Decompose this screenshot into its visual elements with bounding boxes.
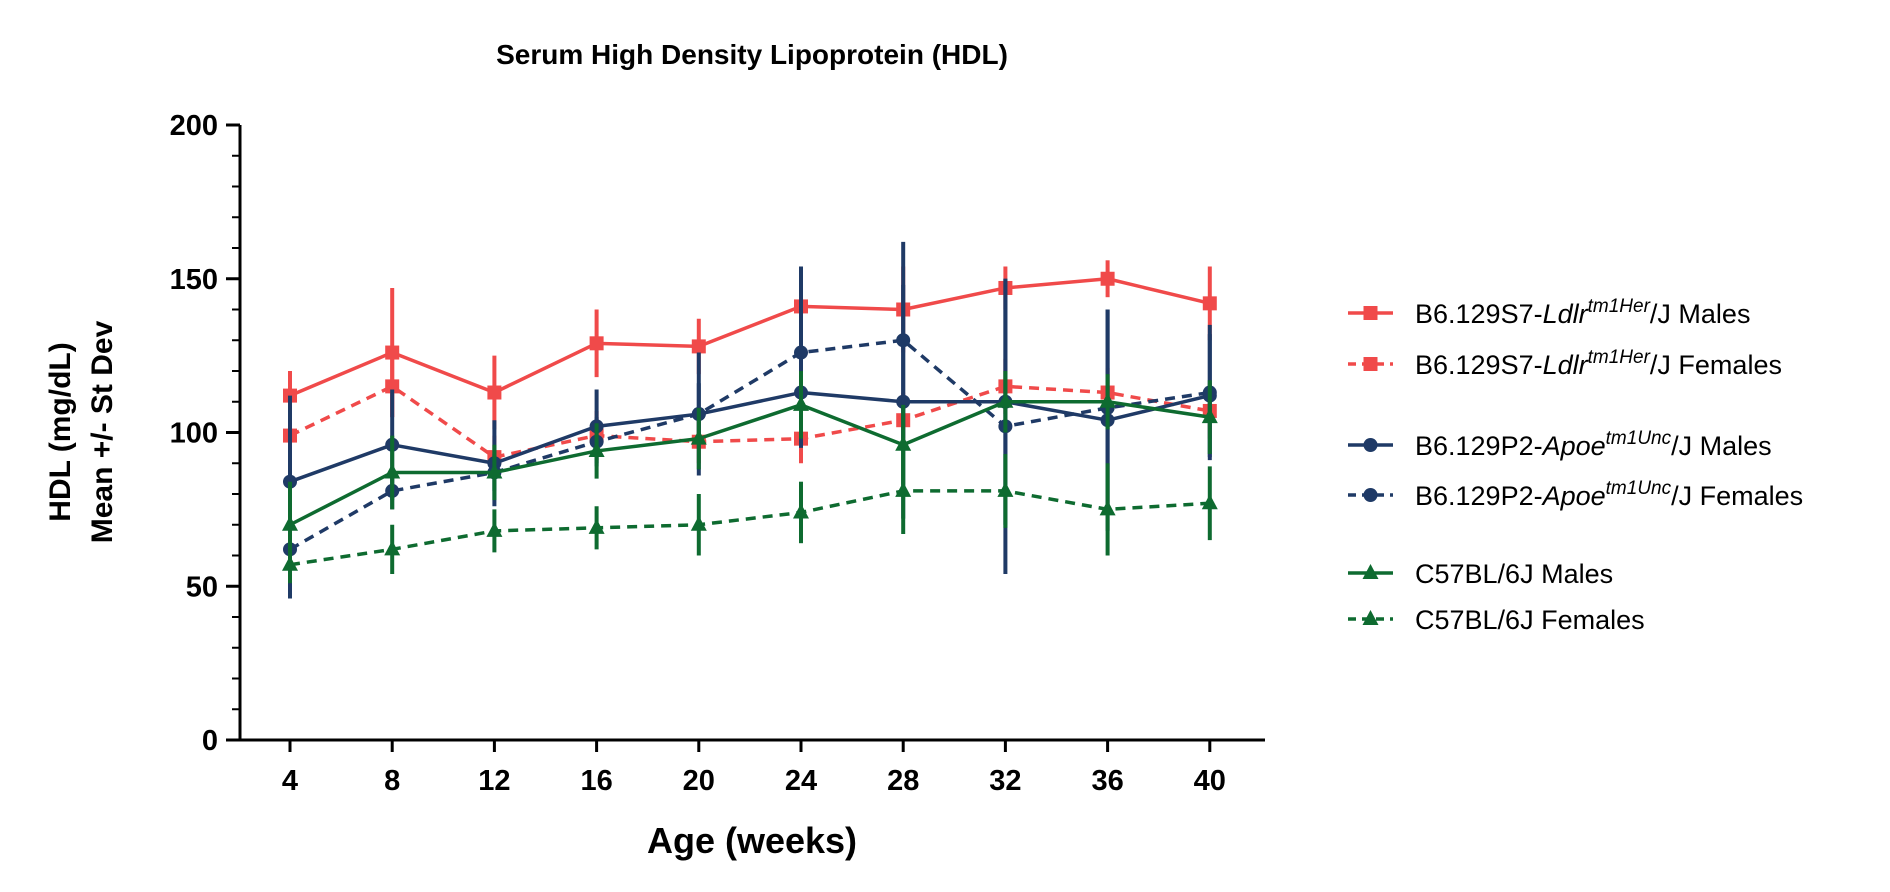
data-point	[793, 395, 809, 411]
data-point	[487, 385, 502, 400]
legend-marker	[1363, 306, 1378, 320]
legend-item-0: B6.129S7-Ldlrtm1Her/J Males	[1348, 296, 1750, 329]
data-point	[486, 521, 503, 537]
data-point	[1099, 500, 1116, 516]
data-point	[589, 336, 604, 351]
legend-sup: tm1Unc	[1606, 478, 1672, 499]
legend-suffix: /J Males	[1650, 299, 1751, 329]
axes: 0 50 100 150 200 4 8 12 16 20 24 28 32 36 40	[170, 110, 1265, 797]
x-tick-label: 12	[478, 765, 510, 797]
data-point	[794, 345, 808, 360]
x-tick-label: 36	[1091, 765, 1123, 797]
x-tick-label: 20	[683, 765, 715, 797]
legend-marker	[1363, 488, 1378, 502]
legend-item-5: C57BL/6J Females	[1348, 605, 1645, 635]
legend-italic: Apoe	[1541, 481, 1606, 511]
series-5	[282, 447, 1218, 584]
x-tick-label: 32	[989, 765, 1021, 797]
legend-suffix: /J Males	[1671, 431, 1772, 461]
series-1	[283, 355, 1217, 479]
data-point	[588, 441, 605, 457]
data-point	[384, 540, 401, 556]
data-point	[1201, 408, 1218, 424]
data-point	[793, 503, 809, 519]
data-point	[895, 435, 912, 451]
legend-marker	[1363, 357, 1378, 371]
data-point	[691, 339, 706, 354]
data-point	[588, 518, 605, 534]
legend-suffix: /J Females	[1650, 350, 1782, 380]
y-tick-label: 100	[170, 418, 218, 450]
y-tick-label: 50	[186, 571, 218, 603]
legend-sup: tm1Her	[1588, 296, 1651, 317]
series-line	[289, 489, 1210, 567]
legend-prefix: B6.129S7-	[1415, 299, 1543, 329]
data-point	[1201, 494, 1218, 510]
legend-prefix: B6.129S7-	[1415, 350, 1543, 380]
data-point	[1100, 271, 1115, 286]
legend-item-4: C57BL/6J Males	[1348, 559, 1613, 589]
legend-label: B6.129P2-Apoetm1Unc/J Males	[1415, 428, 1772, 461]
y-axis-label-line2: Mean +/- St Dev	[86, 320, 119, 543]
data-point	[997, 392, 1014, 408]
y-tick-label: 150	[170, 264, 218, 296]
series-layer	[282, 241, 1218, 599]
legend-prefix: C57BL/6J Females	[1415, 605, 1645, 635]
data-point	[1099, 392, 1116, 408]
legend-italic: Ldlr	[1543, 299, 1589, 329]
data-point	[486, 463, 503, 479]
legend-label: B6.129P2-Apoetm1Unc/J Females	[1415, 478, 1803, 511]
y-tick-label: 200	[170, 110, 218, 142]
legend-item-1: B6.129S7-Ldlrtm1Her/J Females	[1348, 347, 1782, 380]
legend-prefix: B6.129P2-	[1415, 481, 1543, 511]
x-tick-label: 24	[785, 765, 817, 797]
y-axis-label-line1: HDL (mg/dL)	[44, 342, 77, 521]
legend-italic: Ldlr	[1543, 350, 1589, 380]
data-point	[385, 345, 400, 360]
legend-label: C57BL/6J Males	[1415, 559, 1613, 589]
legend-sup: tm1Her	[1588, 347, 1651, 368]
legend-label: B6.129S7-Ldlrtm1Her/J Males	[1415, 296, 1750, 329]
data-point	[895, 481, 912, 497]
data-point	[1202, 296, 1217, 311]
legend-prefix: C57BL/6J Males	[1415, 559, 1613, 589]
legend-marker	[1362, 564, 1379, 579]
legend-label: C57BL/6J Females	[1415, 605, 1645, 635]
legend-item-3: B6.129P2-Apoetm1Unc/J Females	[1348, 478, 1803, 511]
legend-label: B6.129S7-Ldlrtm1Her/J Females	[1415, 347, 1782, 380]
series-line	[289, 277, 1211, 398]
legend-marker	[1363, 438, 1378, 452]
x-tick-label: 28	[887, 765, 919, 797]
y-tick-label: 0	[202, 725, 218, 757]
x-tick-label: 8	[384, 765, 400, 797]
legend-italic: Apoe	[1541, 431, 1606, 461]
data-point	[690, 429, 707, 445]
series-line	[289, 400, 1211, 527]
series-line	[289, 384, 1211, 459]
x-tick-label: 16	[580, 765, 612, 797]
legend-prefix: B6.129P2-	[1415, 431, 1543, 461]
x-axis-label: Age (weeks)	[647, 820, 857, 861]
data-point	[282, 555, 298, 571]
data-point	[384, 463, 401, 479]
legend-sup: tm1Unc	[1606, 428, 1672, 449]
series-4	[282, 371, 1218, 568]
chart-title: Serum High Density Lipoprotein (HDL)	[496, 39, 1008, 70]
data-point	[690, 515, 707, 531]
x-tick-label: 40	[1194, 765, 1226, 797]
legend-marker	[1362, 610, 1379, 625]
data-point	[385, 379, 400, 394]
x-tick-label: 4	[282, 765, 298, 797]
data-point	[896, 333, 911, 348]
legend-item-2: B6.129P2-Apoetm1Unc/J Males	[1348, 428, 1772, 461]
legend-suffix: /J Females	[1671, 481, 1803, 511]
data-point	[997, 481, 1014, 497]
series-line	[289, 338, 1211, 551]
series-line	[289, 390, 1211, 484]
data-point	[282, 515, 298, 531]
legend: B6.129S7-Ldlrtm1Her/J MalesB6.129S7-Ldlr…	[1348, 296, 1803, 635]
